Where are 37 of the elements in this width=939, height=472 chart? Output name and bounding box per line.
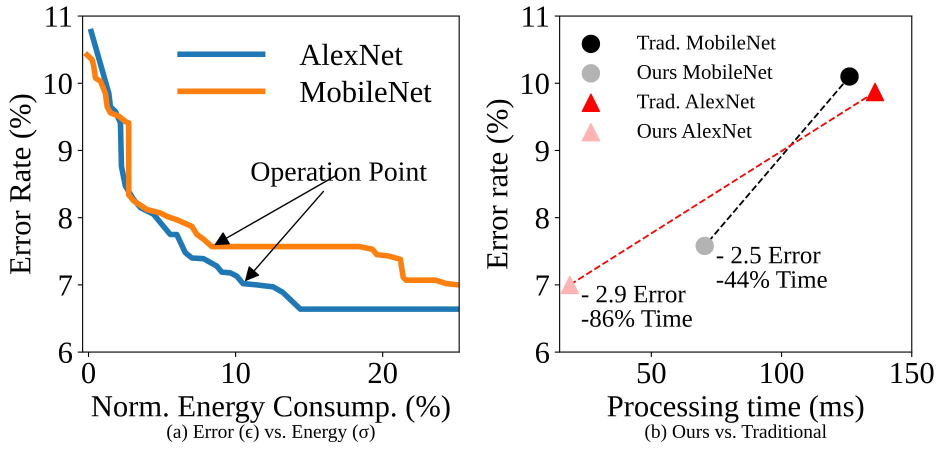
y-tick-label: 9 bbox=[536, 140, 549, 162]
y-axis-title: Error rate (%) bbox=[486, 100, 514, 269]
y-tick-label: 6 bbox=[58, 342, 72, 364]
text: (a) Error (ϵ) vs. Energy (σ) bbox=[167, 424, 375, 442]
legend-label: AlexNet bbox=[300, 44, 403, 66]
y-tick-label: 10 bbox=[522, 74, 549, 94]
y-tick-label: 8 bbox=[536, 208, 549, 229]
x-tick-label: 150 bbox=[892, 362, 934, 384]
point bbox=[840, 67, 859, 86]
y-tick-label: 11 bbox=[523, 6, 548, 27]
y-tick-label: 8 bbox=[58, 208, 72, 229]
y-tick-label: 6 bbox=[536, 342, 550, 364]
legend-label: Trad. AlexNet bbox=[637, 94, 756, 109]
y-tick-label: 7 bbox=[60, 275, 72, 296]
x-tick-label: 100 bbox=[761, 362, 804, 384]
x-tick-label: 50 bbox=[638, 362, 666, 384]
legend-label: Ours AlexNet bbox=[638, 123, 752, 138]
x-tick-label: 10 bbox=[223, 362, 250, 384]
annotation: - 2.9 Error -86% Time bbox=[582, 286, 692, 327]
x-tick-label: 0 bbox=[82, 362, 95, 384]
point bbox=[866, 82, 884, 102]
annotation: Operation Point bbox=[251, 162, 427, 187]
point bbox=[696, 236, 714, 256]
x-axis-title: Norm. Energy Consump. (%) bbox=[92, 395, 450, 423]
text: (b) Ours vs. Traditional bbox=[645, 424, 827, 442]
x-tick-label: 20 bbox=[368, 362, 397, 384]
y-tick-label: 10 bbox=[45, 74, 72, 94]
x-axis-title: Processing time (ms) bbox=[608, 395, 864, 423]
y-tick-label: 7 bbox=[536, 275, 550, 296]
legend-label: Ours MobileNet bbox=[638, 64, 773, 80]
annotation: - 2.5 Error -44% Time bbox=[716, 246, 827, 288]
y-tick-label: 9 bbox=[58, 140, 72, 162]
legend-label: MobileNet bbox=[300, 80, 432, 102]
y-tick-label: 11 bbox=[46, 6, 72, 27]
legend-label: Trad. MobileNet bbox=[637, 34, 776, 50]
point bbox=[560, 276, 579, 294]
y-axis-title: Error Rate (%) bbox=[9, 94, 37, 274]
